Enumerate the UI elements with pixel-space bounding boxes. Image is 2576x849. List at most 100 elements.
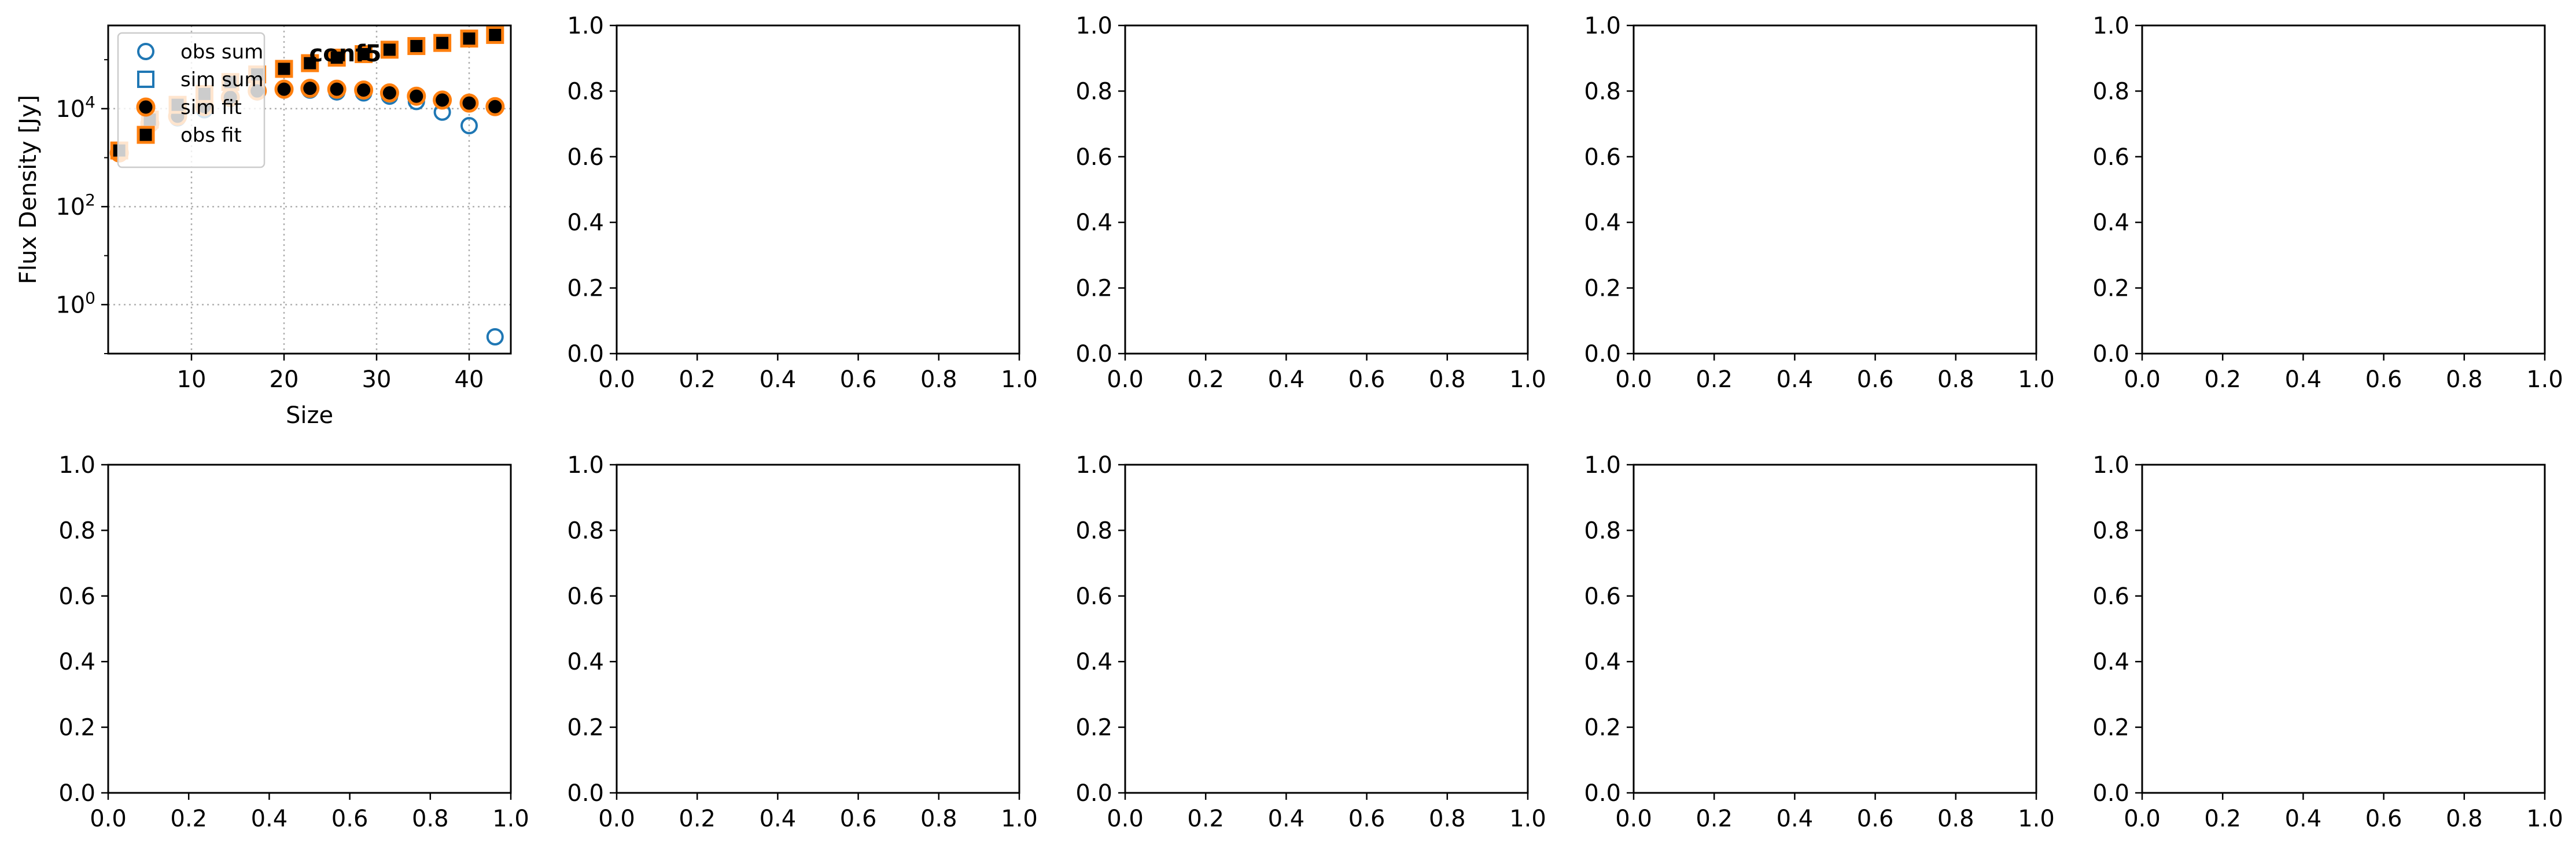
x-tick-label: 1.0 bbox=[1001, 806, 1038, 832]
x-tick-label: 0.8 bbox=[920, 806, 957, 832]
x-tick-label: 0.0 bbox=[90, 806, 127, 832]
x-tick-label: 0.8 bbox=[1429, 806, 1466, 832]
x-tick-label: 0.4 bbox=[1268, 366, 1305, 393]
x-tick-label: 40 bbox=[455, 366, 484, 393]
y-tick-label: 0.4 bbox=[58, 649, 95, 675]
data-point bbox=[459, 93, 479, 113]
y-tick-label: 1.0 bbox=[1075, 13, 1112, 39]
x-tick-label: 1.0 bbox=[2018, 806, 2055, 832]
y-tick-label: 0.8 bbox=[567, 517, 604, 544]
panel-title: conf5 bbox=[309, 41, 382, 67]
y-tick-label: 0.0 bbox=[2092, 780, 2129, 807]
x-tick-label: 0.6 bbox=[1857, 806, 1894, 832]
x-tick-label: 0.4 bbox=[1777, 806, 1814, 832]
data-point bbox=[355, 45, 373, 64]
empty-panel-4: 0.0 0.2 0.4 0.6 0.8 1.0 0.0 0.2 0.4 0.6 0.8 1.0 bbox=[2092, 13, 2563, 393]
x-tick-label: 1.0 bbox=[1001, 366, 1038, 393]
y-tick-label: 0.0 bbox=[1584, 341, 1621, 367]
empty-panel-9: 0.0 0.2 0.4 0.6 0.8 1.0 0.0 0.2 0.4 0.6 0.8 1.0 bbox=[2092, 452, 2563, 832]
x-tick-label: 0.2 bbox=[2204, 806, 2241, 832]
y-tick-label: 0.2 bbox=[2092, 715, 2129, 741]
y-tick-label: 0.6 bbox=[2092, 583, 2129, 610]
empty-panel-7: 0.0 0.2 0.4 0.6 0.8 1.0 0.0 0.2 0.4 0.6 0.8 1.0 bbox=[1075, 452, 1546, 832]
x-tick-label: 0.0 bbox=[598, 806, 635, 832]
x-tick-label: 0.0 bbox=[1107, 806, 1144, 832]
data-point bbox=[300, 79, 320, 98]
x-tick-label: 0.8 bbox=[2446, 806, 2483, 832]
y-tick-label: 0.8 bbox=[2092, 517, 2129, 544]
x-tick-label: 0.4 bbox=[1268, 806, 1305, 832]
legend-label: obs sum bbox=[180, 41, 263, 64]
x-tick-label: 0.6 bbox=[331, 806, 368, 832]
y-tick-label: 0.4 bbox=[567, 210, 604, 236]
data-point bbox=[301, 54, 319, 72]
data-point bbox=[486, 328, 504, 346]
data-point bbox=[485, 97, 505, 116]
data-point bbox=[380, 41, 399, 59]
empty-panel-6: 0.0 0.2 0.4 0.6 0.8 1.0 0.0 0.2 0.4 0.6 0.8 1.0 bbox=[567, 452, 1037, 832]
y-tick-label: 1.0 bbox=[1075, 452, 1112, 479]
x-tick-label: 0.2 bbox=[170, 806, 207, 832]
x-axis-label: Size bbox=[286, 402, 333, 429]
legend: obs sum sim sum sim fit obs fit bbox=[117, 32, 266, 168]
y-tick-label: 0.8 bbox=[1075, 517, 1112, 544]
x-tick-label: 0.8 bbox=[1937, 366, 1974, 393]
x-tick-label: 0.2 bbox=[679, 366, 716, 393]
y-tick-label: 0.0 bbox=[1075, 341, 1112, 367]
legend-label: sim fit bbox=[180, 96, 242, 119]
y-tick-label: 0.4 bbox=[2092, 210, 2129, 236]
x-tick-label: 1.0 bbox=[2526, 366, 2563, 393]
data-point bbox=[274, 79, 294, 99]
x-tick-label: 1.0 bbox=[1509, 806, 1546, 832]
y-tick-label: 0.6 bbox=[58, 583, 95, 610]
x-tick-label: 0.4 bbox=[2285, 806, 2322, 832]
x-tick-label: 10 bbox=[177, 366, 207, 393]
plot-frame bbox=[107, 24, 512, 355]
y-tick-label: 0.8 bbox=[1584, 78, 1621, 105]
data-point bbox=[354, 80, 374, 100]
plot-frame bbox=[1124, 24, 1529, 355]
x-tick-label: 0.0 bbox=[1107, 366, 1144, 393]
y-tick-label: 0.4 bbox=[1075, 649, 1112, 675]
y-tick-label: 0.6 bbox=[567, 144, 604, 171]
x-tick-label: 0.8 bbox=[1429, 366, 1466, 393]
y-tick-label: 0.0 bbox=[567, 780, 604, 807]
y-tick-label: 0.2 bbox=[567, 275, 604, 302]
y-tick-label: 0.0 bbox=[1075, 780, 1112, 807]
x-tick-label: 1.0 bbox=[492, 806, 529, 832]
y-tick-label: 0.8 bbox=[567, 78, 604, 105]
plot-frame bbox=[2141, 24, 2546, 355]
y-tick-label: 0.4 bbox=[2092, 649, 2129, 675]
y-tick-label: 0.8 bbox=[1075, 78, 1112, 105]
x-tick-label: 0.4 bbox=[760, 366, 797, 393]
y-axis-label: Flux Density [Jy] bbox=[15, 95, 42, 284]
x-tick-label: 0.6 bbox=[840, 806, 877, 832]
data-point bbox=[327, 79, 347, 99]
x-tick-label: 0.2 bbox=[1187, 366, 1224, 393]
x-tick-label: 0.8 bbox=[920, 366, 957, 393]
x-tick-label: 0.8 bbox=[1937, 806, 1974, 832]
data-point bbox=[327, 49, 346, 67]
data-point bbox=[433, 90, 452, 110]
x-tick-label: 0.2 bbox=[2204, 366, 2241, 393]
y-tick-label: 1.0 bbox=[58, 452, 95, 479]
y-tick-label: 0.6 bbox=[1075, 583, 1112, 610]
y-tick-label: 0.4 bbox=[1075, 210, 1112, 236]
x-tick-label: 0.8 bbox=[412, 806, 449, 832]
data-point bbox=[486, 25, 504, 44]
y-tick-label: 0.0 bbox=[2092, 341, 2129, 367]
y-tick-label: 0.2 bbox=[1075, 275, 1112, 302]
x-tick-label: 0.6 bbox=[2365, 806, 2402, 832]
data-point bbox=[275, 60, 293, 78]
y-tick-label: 0.0 bbox=[567, 341, 604, 367]
y-tick-label: 1.0 bbox=[1584, 452, 1621, 479]
y-tick-label: 0.6 bbox=[1075, 144, 1112, 171]
plot-frame bbox=[616, 464, 1020, 794]
x-tick-label: 0.8 bbox=[2446, 366, 2483, 393]
y-tick-label: 1.0 bbox=[1584, 13, 1621, 39]
y-tick-label: 0.4 bbox=[567, 649, 604, 675]
empty-panel-1: 0.0 0.2 0.4 0.6 0.8 1.0 0.0 0.2 0.4 0.6 0.8 1.0 bbox=[567, 13, 1037, 393]
legend-label: sim sum bbox=[180, 68, 263, 91]
